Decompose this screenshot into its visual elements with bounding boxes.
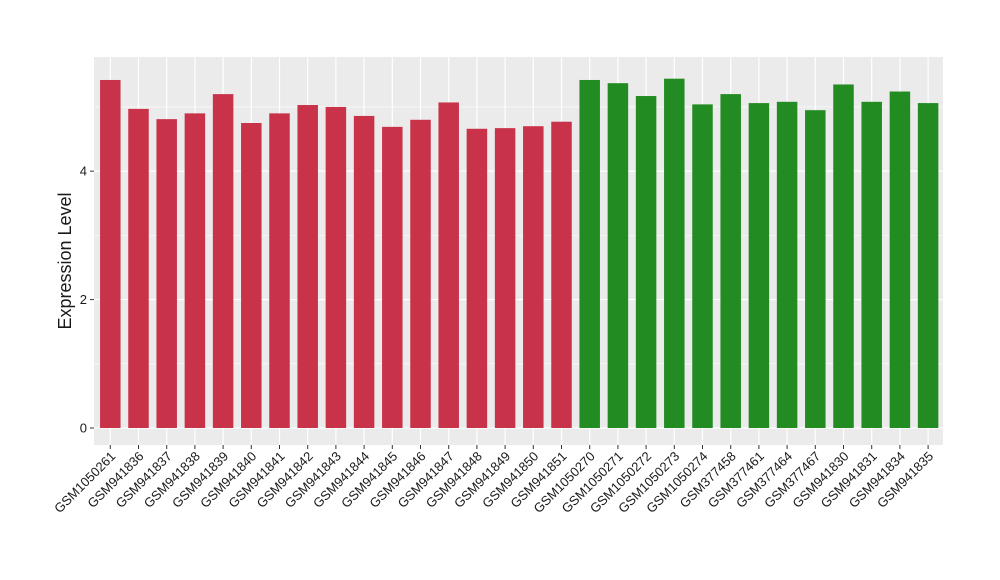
bar (579, 79, 600, 429)
bar (805, 110, 826, 428)
bar (382, 126, 403, 428)
bar (156, 119, 177, 428)
bar (917, 103, 939, 429)
bar (889, 91, 911, 429)
bar (664, 78, 685, 429)
bar (861, 101, 882, 429)
bar (269, 113, 290, 429)
bar (494, 128, 516, 428)
bar (184, 113, 206, 429)
bar (692, 104, 713, 429)
bar (410, 119, 431, 428)
y-tick-label: 0 (80, 421, 87, 436)
bar (353, 115, 375, 429)
plot-panel (94, 57, 943, 445)
bar (523, 126, 544, 429)
bar (607, 83, 629, 428)
bar (128, 108, 149, 428)
bar (776, 101, 798, 429)
y-tick-label: 4 (80, 164, 87, 179)
bar (748, 103, 770, 429)
bar (720, 94, 741, 429)
bar (325, 106, 347, 429)
bar (833, 84, 854, 428)
bars (100, 78, 939, 429)
y-axis: 0 2 4 (80, 164, 94, 436)
bar (100, 79, 121, 429)
y-tick-label: 2 (80, 292, 87, 307)
bar (241, 123, 262, 428)
x-axis: GSM1050261GSM941836GSM941837GSM941838GSM… (51, 445, 936, 516)
bar (438, 102, 459, 428)
bar (466, 128, 488, 429)
bar (635, 96, 657, 428)
y-axis-label: Expression Level (55, 192, 75, 329)
bar (212, 94, 234, 429)
bar (551, 121, 572, 428)
bar (297, 105, 318, 428)
